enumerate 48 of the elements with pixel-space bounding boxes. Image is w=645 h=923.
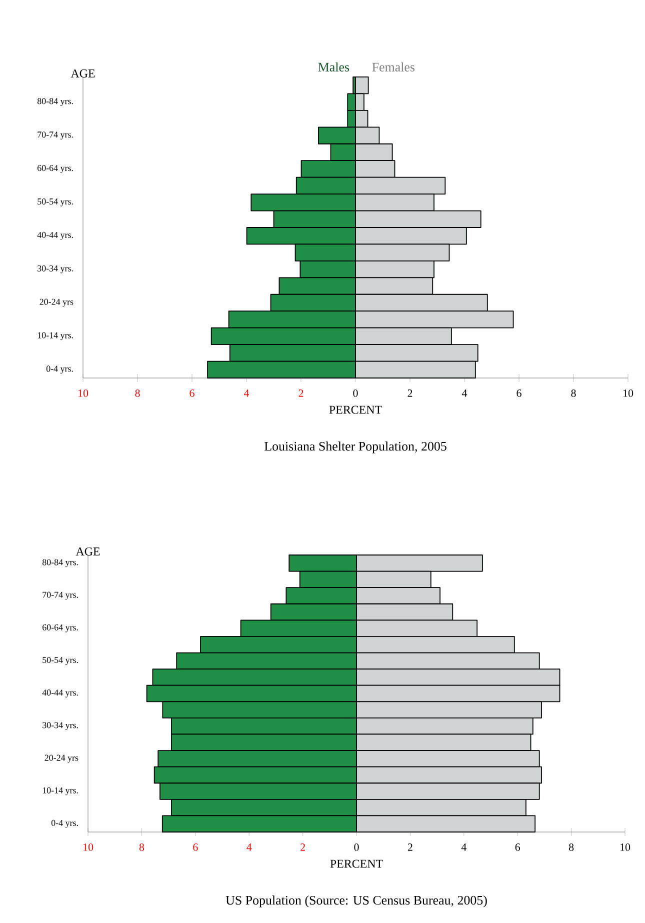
- x-tick-label: 0: [354, 844, 359, 851]
- y-tick-label: 70-74 yrs.: [38, 132, 73, 140]
- x-tick-label: 2: [408, 390, 412, 397]
- x-tick-label: 4: [462, 390, 468, 397]
- x-tick-label: 8: [568, 844, 574, 851]
- y-tick-label: 20-24 yrs: [40, 298, 74, 307]
- x-tick-label: 6: [193, 844, 198, 851]
- text: US Population (Source: US Census Bureau, 2005): [226, 896, 487, 908]
- x-tick-label: 0: [353, 390, 358, 397]
- y-tick-label: 30-34 yrs.: [38, 265, 73, 274]
- y-tick-label: 0-4 yrs.: [51, 820, 78, 828]
- y-tick-label: 80-84 yrs.: [42, 559, 78, 568]
- y-tick-label: 10-14 yrs.: [42, 787, 78, 796]
- series-label: Males: [318, 62, 350, 72]
- y-tick-label: 0-4 yrs.: [46, 366, 73, 374]
- x-tick-label: 6: [516, 390, 522, 397]
- x-tick-label: 10: [623, 390, 634, 397]
- x-tick-label: 2: [300, 844, 305, 851]
- y-tick-label: 70-74 yrs.: [42, 592, 78, 600]
- y-axis-title: AGE: [70, 69, 95, 78]
- y-axis-title: AGE: [76, 547, 100, 556]
- y-tick-label: 20-24 yrs: [44, 754, 78, 763]
- x-axis-title: PERCENT: [330, 860, 383, 868]
- x-tick-label: 8: [139, 844, 144, 851]
- y-tick-label: 40-44 yrs.: [37, 232, 73, 240]
- series-label: Females: [372, 62, 415, 72]
- x-tick-label: 6: [515, 844, 520, 851]
- y-tick-label: 80-84 yrs.: [37, 98, 73, 106]
- x-tick-label: 8: [571, 390, 576, 397]
- x-tick-label: 8: [135, 390, 140, 397]
- x-tick-label: 4: [244, 390, 250, 397]
- text: Louisiana Shelter Population, 2005: [264, 442, 446, 454]
- x-tick-label: 10: [83, 844, 94, 851]
- x-tick-label: 2: [298, 390, 304, 397]
- y-tick-label: 10-14 yrs.: [38, 332, 73, 340]
- y-tick-label: 50-54 yrs.: [42, 656, 78, 665]
- x-tick-label: 10: [620, 844, 630, 851]
- x-tick-label: 2: [408, 844, 412, 851]
- x-tick-label: 4: [461, 844, 466, 851]
- y-tick-label: 60-64 yrs.: [38, 165, 73, 173]
- y-tick-label: 60-64 yrs.: [42, 624, 78, 632]
- y-tick-label: 50-54 yrs.: [38, 198, 73, 206]
- x-tick-label: 10: [78, 390, 88, 397]
- y-tick-label: 40-44 yrs.: [42, 690, 78, 698]
- y-tick-label: 30-34 yrs.: [42, 722, 78, 730]
- x-tick-label: 6: [190, 390, 194, 397]
- x-tick-label: 4: [246, 844, 252, 851]
- x-axis-title: PERCENT: [329, 406, 382, 414]
